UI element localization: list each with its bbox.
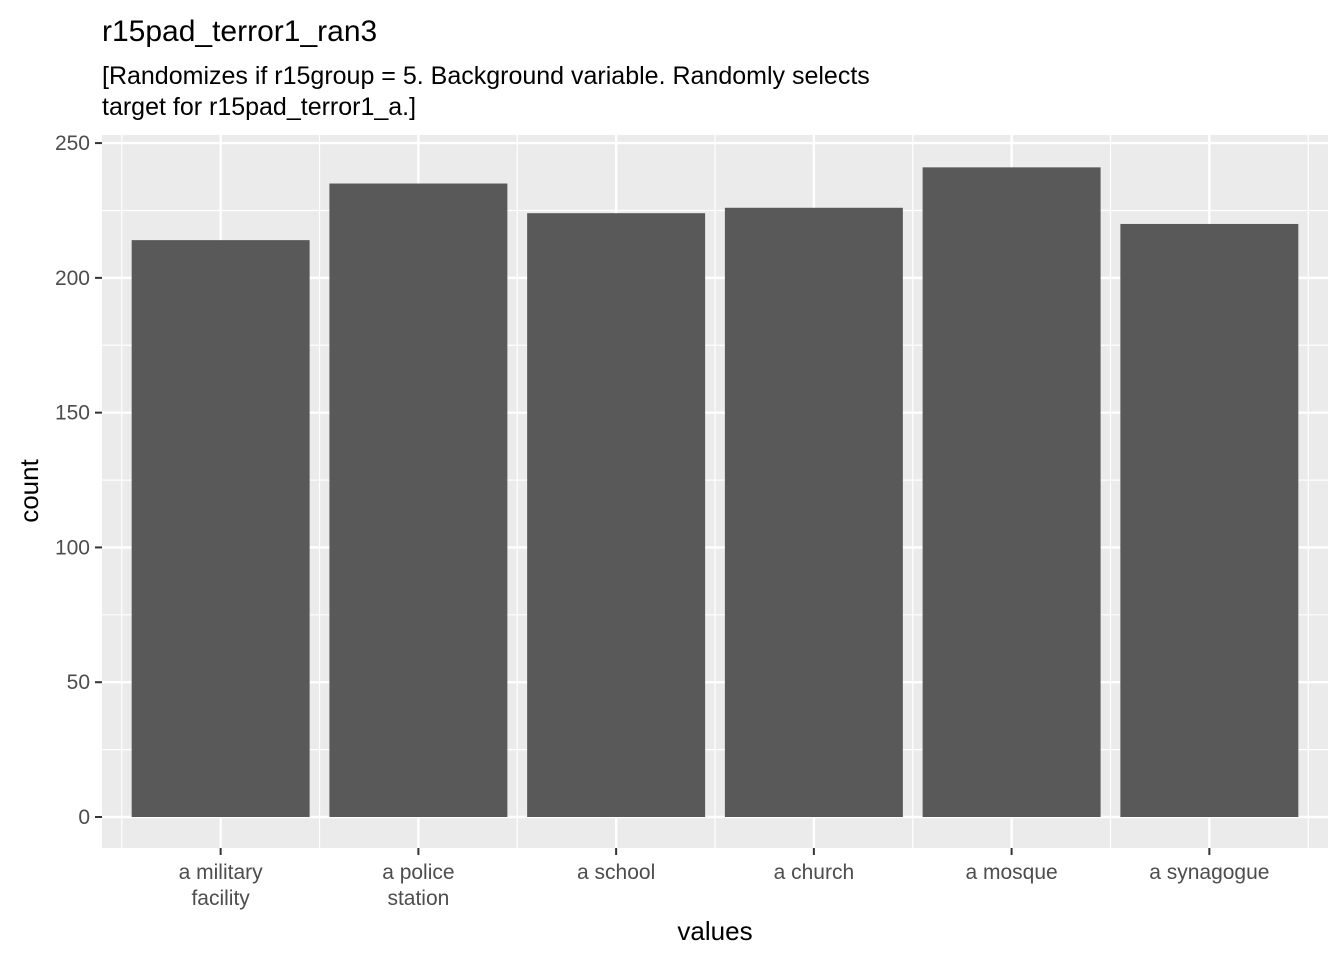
x-tick-label: a church [774, 861, 855, 884]
bar-2 [329, 183, 508, 818]
bar-1 [131, 240, 310, 817]
bar-6 [1120, 223, 1299, 817]
x-tick-label-line: a church [774, 861, 855, 884]
x-tick-label-line: facility [191, 887, 250, 910]
x-tick-label: a synagogue [1149, 861, 1269, 884]
y-tick-label: 200 [55, 267, 90, 290]
bar-3 [527, 213, 706, 817]
x-tick-label-line: a police [382, 861, 454, 884]
axes: 0 50 100 150 200 250 a military facility a polic… [55, 132, 1270, 910]
x-tick-label-line: a school [577, 861, 655, 884]
x-tick-label: a mosque [965, 861, 1057, 884]
bar-4 [724, 207, 903, 818]
y-tick-label: 50 [67, 671, 90, 694]
y-tick-label: 100 [55, 536, 90, 559]
chart-subtitle-line-1: [Randomizes if r15group = 5. Background … [102, 62, 870, 90]
x-axis-title: values [677, 916, 752, 946]
x-tick-label-line: a military [179, 861, 264, 884]
bars [131, 167, 1299, 818]
chart-title: r15pad_terror1_ran3 [102, 15, 377, 48]
chart-subtitle-line-2: target for r15pad_terror1_a.] [102, 93, 416, 121]
y-tick-label: 250 [55, 132, 90, 155]
y-tick-label: 0 [78, 806, 90, 829]
y-axis-title: count [14, 458, 44, 522]
x-tick-label: a police station [382, 861, 454, 910]
x-tick-label: a school [577, 861, 655, 884]
x-tick-label-line: a synagogue [1149, 861, 1269, 884]
x-tick-label: a military facility [179, 861, 264, 910]
y-tick-label: 150 [55, 402, 90, 425]
bar-5 [922, 167, 1101, 817]
x-tick-label-line: a mosque [965, 861, 1057, 884]
x-tick-label-line: station [387, 887, 449, 910]
